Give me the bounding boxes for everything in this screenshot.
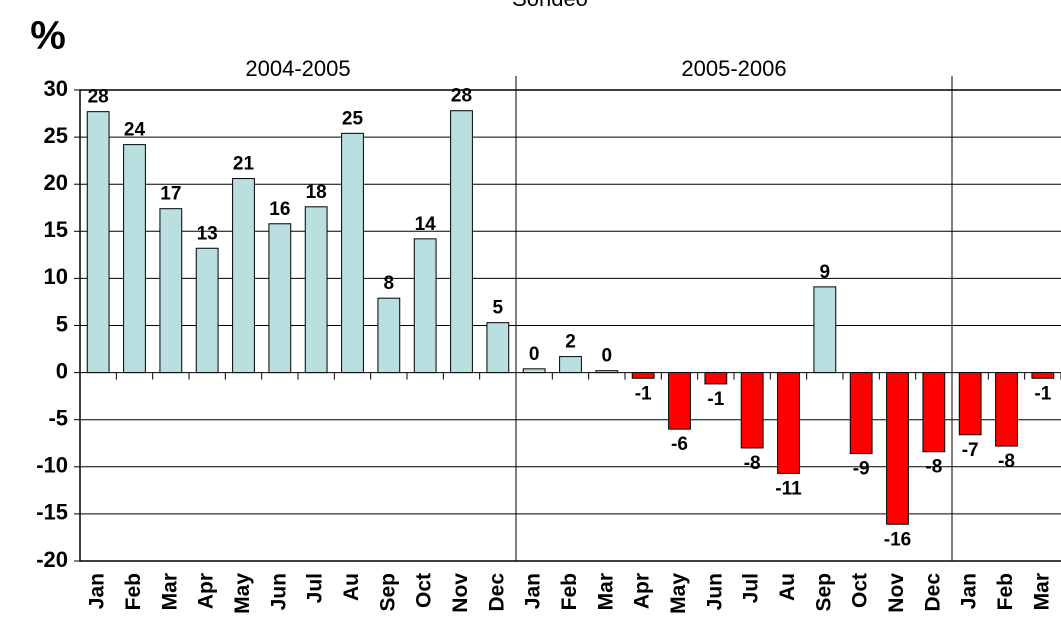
x-tick-label: Au (776, 573, 799, 601)
bar (195, 247, 219, 374)
y-axis-label: % (30, 14, 66, 58)
value-label: 0 (602, 346, 613, 367)
bar (559, 356, 582, 374)
value-label: 8 (384, 273, 395, 294)
bar (304, 206, 328, 374)
bar (450, 110, 473, 374)
value-label: 13 (197, 223, 218, 244)
x-tick-label: Jan (86, 573, 109, 609)
bar (922, 372, 946, 453)
bar (958, 372, 982, 436)
x-tick-label: Au (340, 573, 363, 601)
value-label: 18 (306, 182, 327, 203)
bar (522, 368, 546, 374)
x-tick-label: Oct (849, 573, 872, 608)
group-label: 2005-2006 (681, 56, 786, 81)
x-tick-label: Nov (449, 573, 472, 613)
y-tick-label: 10 (44, 264, 68, 289)
value-label: 24 (124, 120, 146, 141)
value-label: 16 (269, 199, 290, 220)
bar (631, 372, 655, 379)
x-tick-label: May (231, 573, 254, 614)
y-tick-label: 0 (56, 358, 68, 383)
y-tick-label: 25 (44, 123, 68, 148)
value-label: -11 (775, 478, 802, 499)
x-tick-label: Mar (1030, 573, 1053, 610)
value-label: 0 (529, 344, 540, 365)
bar (777, 372, 800, 474)
bar (268, 223, 292, 374)
bar (377, 297, 401, 374)
y-tick-label: -20 (36, 547, 68, 572)
x-tick-label: Dec (485, 573, 508, 612)
x-tick-label: Feb (558, 573, 581, 610)
bar (86, 111, 110, 374)
y-tick-label: -10 (36, 453, 68, 478)
x-tick-label: Nov (885, 573, 908, 613)
bar (123, 144, 146, 374)
x-tick-label: Feb (994, 573, 1017, 610)
bar (486, 322, 510, 374)
x-tick-label: Sep (812, 573, 835, 612)
value-label: 5 (493, 298, 504, 319)
value-label: 25 (342, 108, 364, 129)
value-label: -1 (1034, 383, 1051, 404)
x-tick-label: Sep (376, 573, 399, 612)
value-label: 9 (820, 262, 831, 283)
bar (704, 372, 728, 385)
bar (995, 372, 1018, 447)
x-tick-label: Jan (958, 573, 981, 609)
bar (341, 132, 364, 374)
bar (813, 286, 837, 374)
plot-border (79, 89, 1061, 562)
bar (159, 208, 183, 374)
x-tick-label: Feb (122, 573, 145, 610)
value-label: 21 (233, 154, 255, 175)
y-tick-label: 5 (56, 311, 68, 336)
value-label: 17 (160, 184, 181, 205)
bar (595, 370, 619, 374)
x-tick-label: Apr (631, 573, 654, 609)
x-tick-label: Jun (267, 573, 290, 610)
value-label: -16 (884, 529, 911, 550)
value-label: 2 (565, 332, 576, 353)
value-label: 28 (88, 87, 109, 108)
y-tick-label: 20 (44, 170, 68, 195)
value-label: -9 (853, 459, 870, 480)
value-label: 28 (451, 86, 472, 107)
value-label: -6 (671, 434, 688, 455)
x-tick-label: Dec (921, 573, 944, 612)
bar (232, 178, 255, 374)
x-tick-label: Jun (703, 573, 726, 610)
x-tick-label: Mar (594, 573, 617, 610)
bar (668, 372, 691, 430)
value-label: -1 (635, 383, 652, 404)
bar (886, 372, 909, 525)
value-label: 14 (415, 214, 437, 235)
value-label: -8 (744, 453, 761, 474)
x-tick-label: Jul (304, 573, 327, 603)
bar (740, 372, 764, 449)
x-tick-label: Jul (740, 573, 763, 603)
value-label: -7 (962, 440, 979, 461)
y-tick-label: 15 (44, 217, 68, 242)
x-tick-label: Jan (522, 573, 545, 609)
y-tick-label: 30 (44, 76, 68, 101)
y-tick-label: -15 (36, 500, 68, 525)
x-tick-label: Mar (158, 573, 181, 610)
bar (413, 238, 437, 374)
value-label: -8 (998, 451, 1015, 472)
x-tick-label: Oct (413, 573, 436, 608)
group-label: 2004-2005 (245, 56, 350, 81)
y-tick-label: -5 (48, 406, 68, 431)
x-tick-label: May (667, 573, 690, 614)
chart-title: Sondeo (512, 0, 588, 11)
value-label: -8 (925, 457, 942, 478)
bar (1031, 372, 1055, 379)
value-label: -1 (707, 389, 724, 410)
x-tick-label: Apr (195, 573, 218, 609)
bar (849, 372, 873, 455)
